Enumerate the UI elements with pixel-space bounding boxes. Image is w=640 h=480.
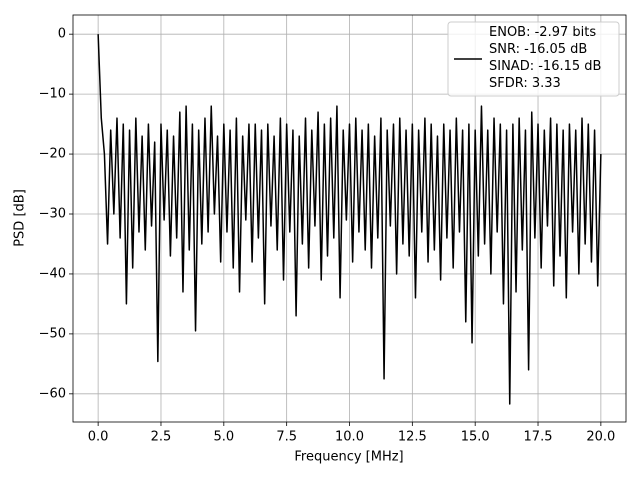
x-tick-label: 7.5 <box>276 430 297 445</box>
y-axis-label: PSD [dB] <box>13 189 28 247</box>
y-tick-label: 0 <box>58 27 66 42</box>
legend-label: ENOB: -2.97 bits SNR: -16.05 dB SINAD: -… <box>489 25 602 91</box>
x-tick-label: 20.0 <box>586 430 615 445</box>
data-line <box>97 34 602 405</box>
x-tick-label: 17.5 <box>524 430 553 445</box>
y-tick-label: −60 <box>39 386 66 401</box>
x-tick-label: 0.0 <box>88 430 109 445</box>
y-tick-label: −10 <box>39 87 66 102</box>
axes-frame <box>72 14 627 423</box>
x-tick-label: 10.0 <box>335 430 364 445</box>
y-tick-label: −30 <box>39 207 66 222</box>
legend-box <box>447 21 620 97</box>
y-tick-label: −40 <box>39 266 66 281</box>
x-tick-label: 5.0 <box>213 430 234 445</box>
x-axis-label: Frequency [MHz] <box>294 450 403 465</box>
x-tick-label: 12.5 <box>398 430 427 445</box>
x-tick-label: 15.0 <box>461 430 490 445</box>
y-tick-label: −50 <box>39 326 66 341</box>
y-tick-label: −20 <box>39 147 66 162</box>
x-tick-label: 2.5 <box>151 430 172 445</box>
legend-entry: ENOB: -2.97 bits SNR: -16.05 dB SINAD: -… <box>489 25 602 91</box>
